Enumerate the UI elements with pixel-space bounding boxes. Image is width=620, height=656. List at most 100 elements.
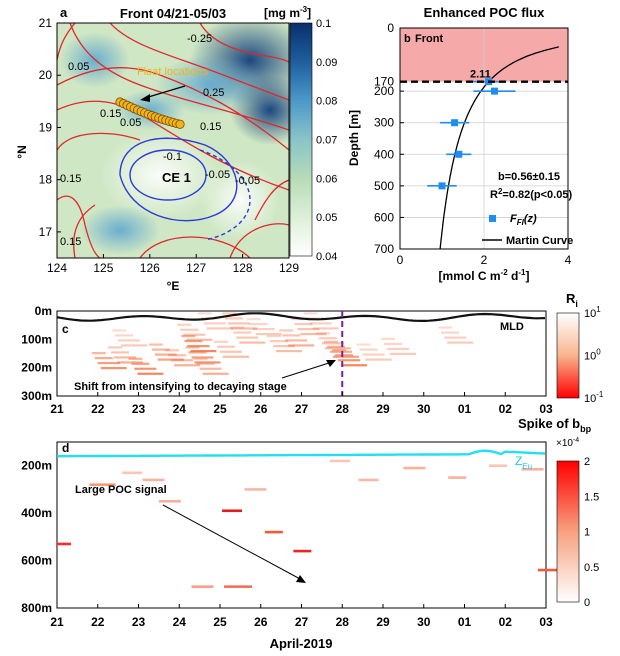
panel-c-ytick-label: 300m — [21, 389, 52, 403]
ri-patch — [180, 328, 199, 331]
panel-c-xtick-label: 22 — [91, 402, 105, 416]
bbp-spike — [224, 585, 253, 588]
ri-patch — [294, 323, 313, 326]
panel-b-ytick-label: 170 — [374, 75, 394, 89]
bbp-spike — [358, 478, 379, 482]
bbp-spike — [330, 459, 351, 463]
colorbar-a-tick-label: 0.09 — [316, 57, 337, 69]
poc-arrowhead — [296, 575, 306, 583]
bbp-spike — [521, 467, 544, 471]
panel-d-xtick-label: 01 — [458, 615, 472, 629]
float-arrowhead — [140, 94, 150, 102]
contour-label: -0.05 — [235, 175, 260, 187]
panel-c-xtick-label: 25 — [213, 402, 227, 416]
colorbar-c — [556, 312, 580, 399]
ri-patch — [118, 339, 141, 342]
panel-c-ytick-label: 0m — [35, 304, 52, 318]
panel-c-xtick-label: 21 — [50, 402, 64, 416]
colorbar-d-tick-label: 0.5 — [584, 562, 599, 574]
ri-patch — [441, 331, 460, 334]
poc-annotation: Large POC signal — [75, 484, 167, 496]
shift-arrowhead — [326, 360, 336, 367]
legend-label-flux: FFI(z) — [510, 213, 537, 227]
panel-d: Large POC signal ZEu d 200m400m600m800m … — [21, 416, 599, 651]
panel-b-ytick-label: 600 — [374, 210, 394, 224]
panel-a-title: Front 04/21-05/03 — [120, 6, 226, 21]
panel-d-xtick-label: 25 — [213, 615, 227, 629]
panel-d-xlabel: April-2019 — [270, 636, 333, 651]
panel-d-xtick-label: 23 — [132, 615, 146, 629]
ri-patch — [249, 323, 268, 326]
bbp-spike — [142, 478, 165, 482]
ri-patch — [190, 350, 217, 353]
panel-d-xtick-label: 30 — [417, 615, 431, 629]
ri-patch — [312, 327, 339, 330]
ri-patch — [252, 328, 275, 331]
ri-patch — [128, 357, 143, 360]
panel-c-xtick-label: 03 — [539, 402, 553, 416]
ri-patch — [217, 345, 235, 348]
bbp-spike — [222, 509, 243, 513]
bbp-spike — [57, 542, 71, 546]
panel-d-xtick-label: 21 — [50, 615, 64, 629]
ri-patch — [188, 351, 207, 354]
ri-patch — [196, 362, 215, 365]
ri-patch — [384, 342, 403, 346]
panel-c-ytick-label: 200m — [21, 361, 52, 375]
colorbar-a-tick-label: 0.07 — [316, 135, 337, 147]
legend-marker-flux — [489, 215, 496, 222]
colorbar-d-tick-label: 2 — [584, 456, 590, 468]
contour-label: 0.15 — [60, 236, 81, 248]
ri-patch — [285, 339, 308, 342]
panel-a-ytick-label: 18 — [39, 173, 53, 187]
ri-patch — [297, 328, 320, 331]
colorbar-a-tick-label: 0.05 — [316, 212, 337, 224]
chlorophyll-map: -0.250.050.250.150.050.15-0.1-0.05 -0.050… — [57, 23, 289, 258]
contour-labels: -0.250.050.250.150.050.15-0.1-0.05 -0.050… — [60, 33, 260, 248]
ri-patch — [165, 349, 180, 352]
panel-a-xtick-label: 125 — [93, 261, 113, 275]
zeu-label: ZEu — [515, 454, 532, 471]
panel-a-letter: a — [60, 5, 68, 20]
poc-arrow — [162, 504, 303, 581]
ri-patch — [356, 343, 371, 346]
panel-d-xtick-label: 28 — [336, 615, 350, 629]
ri-patches — [91, 312, 474, 375]
ri-patch — [303, 312, 318, 315]
panel-c-xtick-label: 01 — [458, 402, 472, 416]
contour-label: -0.1 — [163, 151, 182, 163]
ri-patch — [183, 333, 206, 336]
panel-a-xtick-label: 127 — [186, 261, 206, 275]
panel-c: Shift from intensifying to decaying stag… — [21, 291, 604, 416]
ri-patch — [255, 333, 282, 336]
flux-point — [455, 150, 463, 158]
panel-b-ytick-label: 500 — [374, 179, 394, 193]
ri-patch — [225, 317, 244, 320]
ri-patch — [157, 358, 184, 361]
colorbar-a-tick-label: 0.04 — [316, 251, 337, 263]
bbp-spike — [244, 488, 267, 491]
contour-label: 0.05 — [68, 61, 89, 73]
ri-patch — [111, 351, 130, 354]
ri-patch — [444, 336, 467, 339]
panel-b-ytick-label: 400 — [374, 147, 394, 161]
panel-b-xlabel: [mmol C m-2 d-1] — [439, 268, 530, 283]
ri-patch — [184, 340, 203, 343]
ri-patch — [269, 340, 288, 343]
flux-point — [451, 119, 459, 127]
ri-patch — [220, 350, 242, 353]
ri-patch — [333, 355, 360, 358]
positive-contours — [57, 23, 289, 258]
shift-arrow — [281, 361, 333, 379]
ri-patch — [341, 364, 368, 367]
flux-point — [491, 87, 498, 95]
panel-a-ytick-label: 17 — [39, 225, 53, 239]
ri-patch — [275, 350, 302, 353]
ri-patch — [202, 372, 229, 375]
zeu-line — [57, 449, 546, 458]
ref-value-label: 2.11 — [470, 69, 491, 81]
contour-label: 0.15 — [60, 173, 81, 185]
ri-patch — [151, 348, 170, 351]
panel-b-ytick-label: 300 — [374, 116, 394, 130]
